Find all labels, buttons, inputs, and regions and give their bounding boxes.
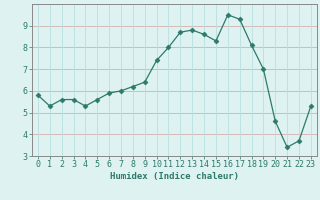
X-axis label: Humidex (Indice chaleur): Humidex (Indice chaleur) bbox=[110, 172, 239, 181]
